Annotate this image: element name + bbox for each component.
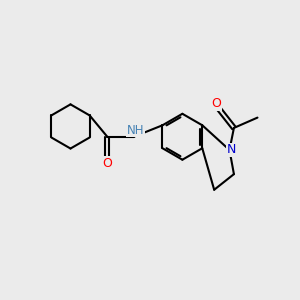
Text: O: O xyxy=(211,97,221,110)
Text: N: N xyxy=(226,143,236,157)
Text: O: O xyxy=(102,157,112,170)
Text: NH: NH xyxy=(127,124,144,137)
